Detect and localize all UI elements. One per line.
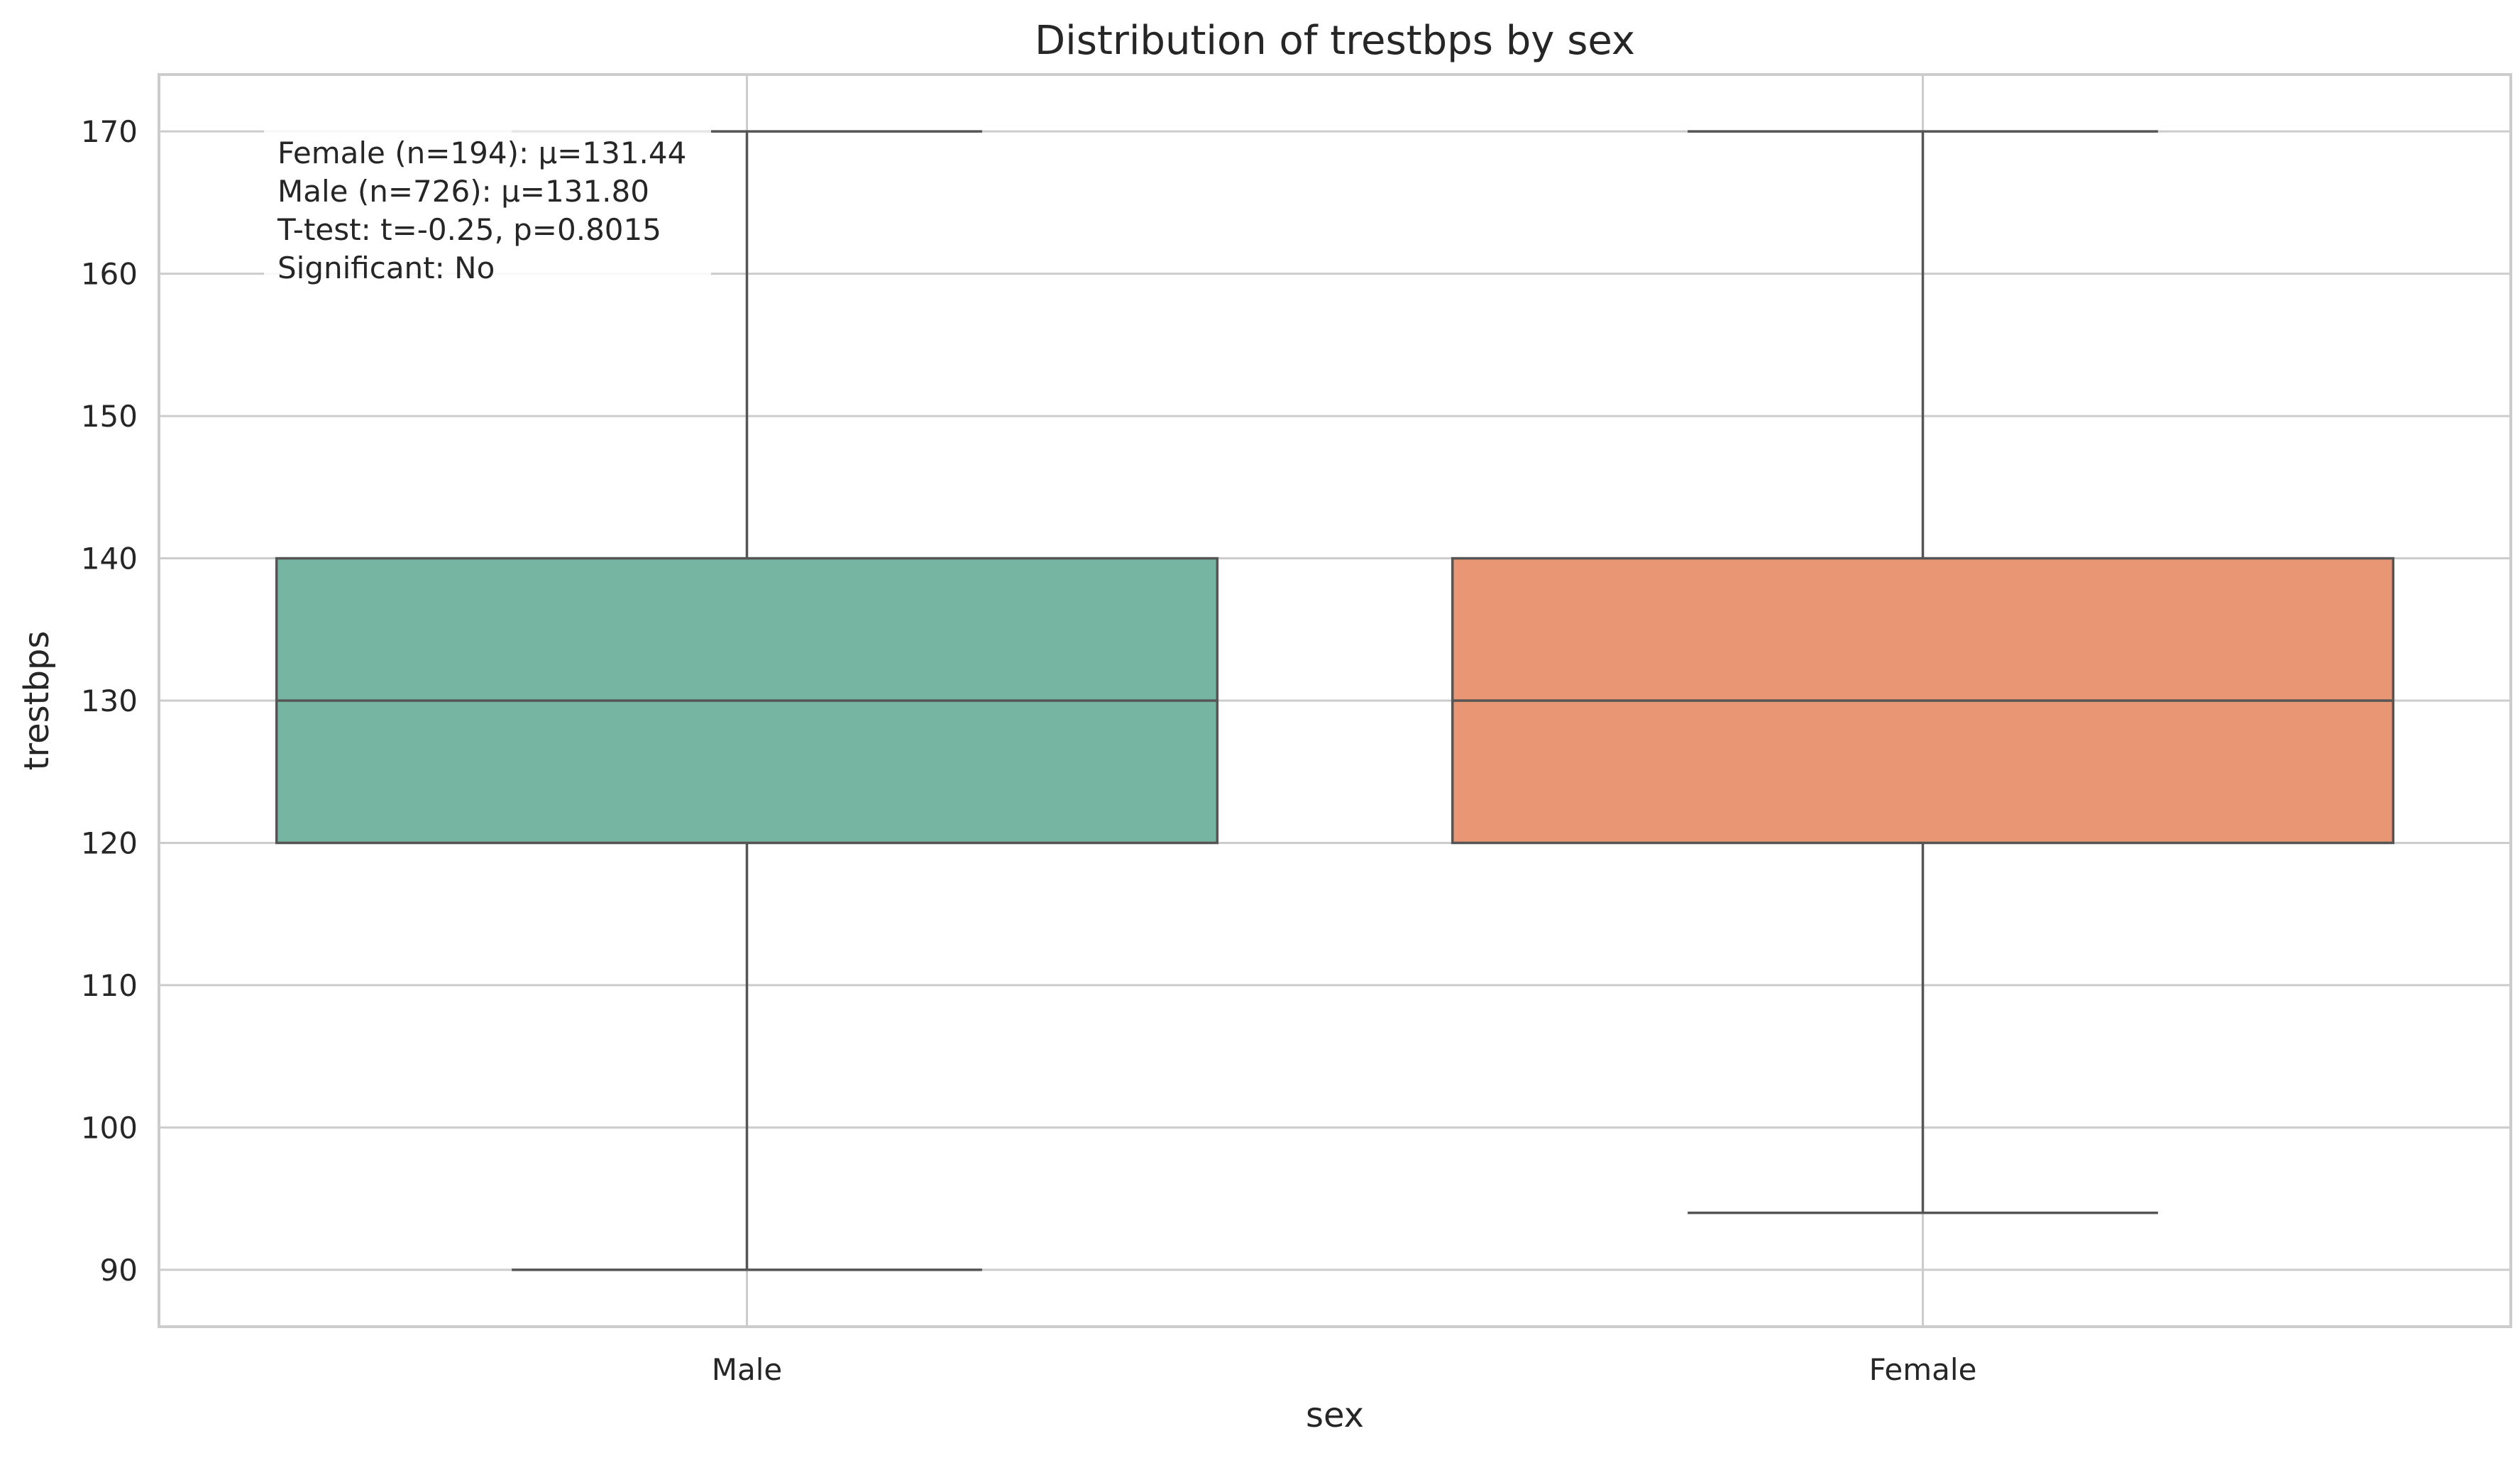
x-tick-label: Male <box>712 1352 782 1387</box>
plot-frame <box>158 73 2512 1328</box>
y-tick-label: 90 <box>100 1253 138 1288</box>
y-tick-label: 120 <box>81 826 138 860</box>
y-tick-label: 130 <box>81 684 138 718</box>
stats-annotation: Female (n=194): μ=131.44 Male (n=726): μ=… <box>264 122 711 285</box>
y-tick-label: 150 <box>81 399 138 434</box>
annotation-line: Female (n=194): μ=131.44 <box>277 136 686 170</box>
y-tick-labels: 90 100 110 120 130 140 150 160 170 <box>81 114 138 1288</box>
y-tick-label: 100 <box>81 1110 138 1145</box>
y-tick-label: 140 <box>81 542 138 576</box>
annotation-background <box>264 122 711 282</box>
y-axis-label: trestbps <box>17 631 57 771</box>
y-tick-label: 170 <box>81 114 138 149</box>
box-female <box>1451 130 2395 1215</box>
annotation-line: T-test: t=-0.25, p=0.8015 <box>277 212 661 247</box>
annotation-line: Male (n=726): μ=131.80 <box>277 174 649 209</box>
y-tick-label: 110 <box>81 968 138 1003</box>
chart-title: Distribution of trestbps by sex <box>1035 18 1635 64</box>
x-tick-label: Female <box>1869 1352 1977 1387</box>
y-tick-label: 160 <box>81 257 138 292</box>
box-male <box>275 130 1219 1271</box>
annotation-line: Significant: No <box>277 251 495 285</box>
x-tick-labels: Male Female <box>712 1352 1977 1387</box>
x-axis-label: sex <box>1306 1396 1364 1435</box>
box-layer <box>275 130 2395 1271</box>
